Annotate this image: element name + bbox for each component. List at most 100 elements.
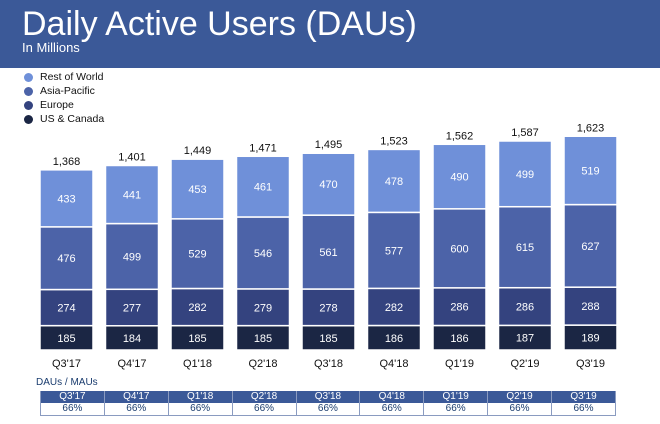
data-label: 546	[254, 248, 272, 260]
bar-us-canada	[39, 324, 94, 351]
dau-mau-quarter: Q3'17	[40, 391, 105, 403]
data-label: 615	[516, 242, 534, 254]
dau-mau-quarter: Q4'17	[103, 391, 169, 403]
x-tick-label: Q2'18	[248, 358, 277, 370]
data-label: 288	[581, 301, 599, 313]
data-label: 274	[57, 303, 75, 315]
total-label: 1,368	[53, 156, 81, 168]
bar-europe	[301, 288, 356, 327]
data-label: 499	[123, 251, 141, 263]
legend-item-us-canada: US & Canada	[24, 112, 104, 126]
data-label: 187	[516, 333, 534, 345]
dau-mau-table: Q3'17 Q4'17 Q1'18 Q2'18 Q3'18 Q4'18 Q1'1…	[40, 391, 616, 416]
dau-mau-label: DAUs / MAUs	[36, 377, 98, 388]
x-tick-label: Q3'18	[314, 358, 343, 370]
legend-item-europe: Europe	[24, 98, 104, 112]
dau-mau-value-row: 66% 66% 66% 66% 66% 66% 66% 66% 66%	[40, 403, 616, 416]
dau-mau-quarter: Q1'18	[167, 391, 233, 403]
data-label: 627	[581, 241, 599, 253]
legend-label: Rest of World	[40, 71, 104, 83]
data-label: 499	[516, 169, 534, 181]
dau-mau-value: 66%	[295, 403, 361, 416]
data-label: 185	[319, 333, 337, 345]
legend-label: Europe	[40, 99, 74, 111]
data-label: 470	[319, 179, 337, 191]
legend: Rest of World Asia-Pacific Europe US & C…	[24, 70, 104, 126]
x-tick-label: Q4'17	[117, 358, 146, 370]
x-tick-label: Q3'19	[576, 358, 605, 370]
legend-label: Asia-Pacific	[40, 85, 95, 97]
header-banner: Daily Active Users (DAUs) In Millions	[0, 0, 660, 68]
total-label: 1,562	[446, 130, 474, 142]
dau-mau-quarter: Q1'19	[423, 391, 489, 403]
data-label: 282	[188, 302, 206, 314]
data-label: 490	[450, 172, 468, 184]
data-label: 519	[581, 165, 599, 177]
bar-asia-pacific	[170, 218, 225, 290]
x-tick-label: Q4'18	[379, 358, 408, 370]
bar-rest-of-world	[235, 155, 291, 218]
data-label: 461	[254, 182, 272, 194]
data-label: 478	[385, 176, 403, 188]
total-label: 1,495	[315, 139, 343, 151]
data-label: 441	[123, 190, 141, 202]
bar-europe	[563, 286, 618, 326]
bar-asia-pacific	[104, 222, 160, 291]
bar-us-canada	[170, 324, 225, 351]
bar-europe	[39, 288, 94, 327]
total-label: 1,523	[380, 135, 408, 147]
bar-asia-pacific	[301, 214, 356, 290]
x-tick-label: Q1'19	[445, 358, 474, 370]
bar-asia-pacific	[39, 226, 94, 291]
dau-mau-value: 66%	[551, 403, 616, 416]
data-label: 453	[188, 184, 206, 196]
total-label: 1,623	[577, 122, 605, 134]
dau-mau-quarter: Q3'18	[295, 391, 361, 403]
legend-swatch-us-canada	[24, 114, 33, 124]
data-label: 189	[581, 333, 599, 345]
data-label: 186	[385, 333, 403, 345]
data-label: 529	[188, 249, 206, 261]
bar-rest-of-world	[432, 143, 487, 210]
bar-rest-of-world	[366, 148, 422, 214]
legend-item-rest-of-world: Rest of World	[24, 70, 104, 84]
data-label: 561	[319, 247, 337, 259]
total-label: 1,449	[184, 145, 212, 157]
bar-europe	[432, 287, 487, 327]
page-subtitle: In Millions	[22, 40, 80, 55]
bar-europe	[104, 288, 160, 327]
dau-mau-value: 66%	[423, 403, 489, 416]
bar-rest-of-world	[497, 140, 553, 208]
x-tick-label: Q1'18	[183, 358, 212, 370]
data-label: 433	[57, 193, 75, 205]
bar-asia-pacific	[432, 208, 487, 289]
data-label: 185	[254, 333, 272, 345]
data-label: 185	[57, 333, 75, 345]
data-label: 282	[385, 302, 403, 314]
bar-asia-pacific	[235, 216, 291, 290]
dau-mau-section: DAUs / MAUs Q3'17 Q4'17 Q1'18 Q2'18 Q3'1…	[36, 376, 620, 416]
legend-item-asia-pacific: Asia-Pacific	[24, 84, 104, 98]
bar-us-canada	[104, 325, 160, 351]
bar-europe	[366, 287, 422, 327]
dau-mau-value: 66%	[167, 403, 233, 416]
dau-mau-quarter: Q4'18	[359, 391, 425, 403]
bar-asia-pacific	[366, 211, 422, 290]
dau-mau-value: 66%	[359, 403, 425, 416]
stacked-bar-chart: 185 274 476 433 1,368 Q3'17 184 277 499 441 1,401 Q…	[39, 122, 618, 370]
x-tick-label: Q2'19	[510, 358, 539, 370]
bar-us-canada	[235, 324, 291, 351]
total-label: 1,471	[249, 142, 277, 154]
legend-swatch-asia-pacific	[24, 86, 33, 96]
x-tick-label: Q3'17	[52, 358, 81, 370]
page-title: Daily Active Users (DAUs)	[22, 5, 417, 43]
data-label: 279	[254, 302, 272, 314]
dau-mau-header-row: Q3'17 Q4'17 Q1'18 Q2'18 Q3'18 Q4'18 Q1'1…	[40, 391, 616, 403]
data-label: 600	[450, 243, 468, 255]
dau-mau-quarter: Q2'19	[487, 391, 552, 403]
data-label: 186	[450, 333, 468, 345]
dau-mau-value: 66%	[40, 403, 105, 416]
dau-mau-value: 66%	[103, 403, 169, 416]
bar-europe	[170, 287, 225, 327]
dau-mau-quarter: Q2'18	[231, 391, 297, 403]
